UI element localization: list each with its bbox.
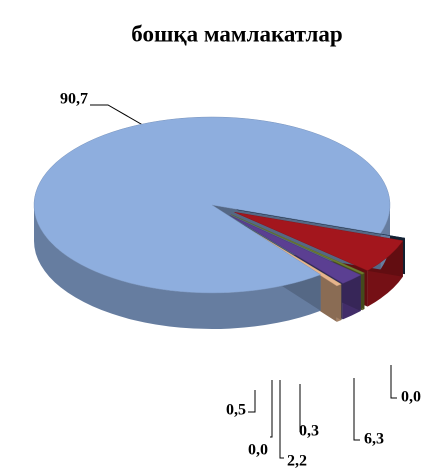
data-label: 0,5 (226, 402, 246, 419)
leader-line (90, 104, 149, 129)
data-label: 6,3 (364, 431, 384, 448)
pie-slice (229, 215, 362, 284)
chart-title: бошқа мамлакатлар (131, 21, 342, 46)
leader-line (279, 380, 284, 459)
leader-lines (90, 104, 397, 459)
data-label: 90,7 (60, 91, 88, 108)
leader-line (353, 378, 360, 441)
leader-line (248, 390, 256, 413)
leader-line (270, 380, 273, 438)
pie-slice-side (34, 205, 321, 330)
data-label: 2,2 (287, 453, 307, 470)
leader-line (390, 365, 397, 399)
pie-slice (231, 214, 365, 275)
data-label: 0,0 (401, 389, 421, 406)
data-label: 0,0 (248, 442, 268, 459)
pie-slice (33, 116, 391, 294)
data-label: 0,3 (299, 423, 319, 440)
pie-slice (234, 211, 404, 271)
